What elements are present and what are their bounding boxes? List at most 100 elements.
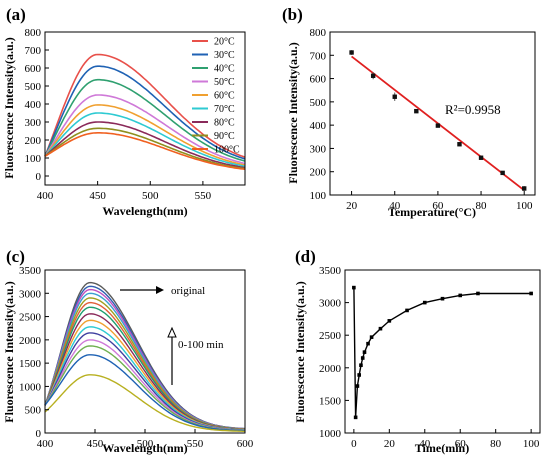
y-tick-label: 100 [25, 153, 42, 165]
y-ticks-b: 100 200 300 400 500 600 700 800 [310, 27, 334, 202]
data-point [405, 308, 409, 313]
y-tick-label: 2000 [319, 363, 342, 375]
y-tick-label: 3500 [19, 265, 42, 277]
y-ticks-a: 0 100 200 300 400 500 600 700 800 [25, 27, 49, 183]
fit-line [351, 55, 525, 192]
series-line [44, 288, 246, 430]
series-line [44, 354, 245, 432]
legend-label: 100°C [214, 145, 240, 156]
legend-label: 40°C [214, 64, 235, 75]
panel-label-c: (c) [6, 247, 25, 266]
series-line [44, 53, 246, 158]
panel-label-b: (b) [282, 5, 303, 24]
data-point [440, 296, 445, 301]
data-point [392, 94, 397, 99]
r-squared-label: R²=0.9958 [445, 102, 501, 117]
y-tick-label: 300 [25, 117, 42, 129]
x-tick-label: 400 [37, 438, 54, 450]
y-tick-label: 700 [25, 45, 42, 57]
fit-line-b [351, 55, 525, 192]
x-ticks-d: 0 20 40 60 80 100 [351, 429, 540, 450]
y-tick-label: 500 [25, 405, 42, 417]
series-line [44, 132, 246, 171]
data-point [522, 186, 527, 191]
x-tick-label: 40 [389, 200, 401, 212]
x-tick-label: 550 [195, 190, 212, 202]
y-tick-label: 0 [36, 171, 42, 183]
data-point [370, 73, 376, 78]
x-tick-label: 40 [419, 438, 431, 450]
series-line [44, 313, 246, 431]
legend-label: 70°C [214, 104, 235, 115]
data-point [457, 142, 462, 147]
series-lines-c [44, 281, 246, 432]
y-tick-label: 500 [25, 81, 42, 93]
x-tick-label: 60 [432, 200, 444, 212]
panel-c: (c) 400 450 500 550 600 0 500 1000 1500 2000 2500… [2, 247, 254, 455]
panel-label-a: (a) [6, 5, 26, 24]
x-tick-label: 500 [137, 438, 154, 450]
x-ticks-b: 20 40 60 80 100 [346, 191, 533, 212]
data-point [366, 341, 370, 346]
y-tick-label: 0 [36, 428, 42, 440]
legend-label: 90°C [214, 131, 235, 142]
panel-a: (a) 400 450 500 550 0 100 200 300 400 500 600 700 8… [2, 5, 246, 218]
plot-frame-a [44, 31, 246, 186]
plot-frame-b [329, 31, 536, 196]
x-tick-label: 600 [237, 438, 254, 450]
panel-label-d: (d) [295, 247, 316, 266]
x-tick-label: 0 [351, 438, 357, 450]
legend-label: 20°C [214, 37, 235, 48]
data-point [378, 326, 383, 331]
series-line-d [352, 285, 533, 420]
y-tick-label: 1000 [19, 381, 42, 393]
series-line [353, 287, 532, 418]
panel-d: (d) 0 20 40 60 80 100 1000 1500 2000 2500 3000 350… [293, 247, 541, 455]
x-tick-label: 80 [476, 200, 488, 212]
data-point [359, 363, 363, 367]
panel-b: (b) 20 40 60 80 100 100 200 300 400 500 600 700 800… [282, 5, 536, 219]
data-point [478, 155, 484, 160]
y-tick-label: 400 [310, 120, 327, 132]
y-tick-label: 100 [310, 190, 327, 202]
y-tick-label: 800 [25, 27, 42, 39]
series-line [44, 292, 246, 430]
y-tick-label: 3500 [319, 265, 342, 277]
legend-label: 30°C [214, 50, 235, 61]
y-axis-title-c: Fluorescence Intensity(a.u.) [2, 281, 16, 422]
data-point [387, 319, 392, 323]
data-point [349, 50, 354, 55]
y-tick-label: 3000 [19, 288, 42, 300]
data-point [476, 291, 480, 296]
series-line [44, 374, 245, 432]
x-tick-label: 450 [87, 438, 104, 450]
original-label: original [171, 285, 205, 297]
y-axis-title-a: Fluorescence Intensity(a.u.) [2, 37, 16, 178]
y-tick-label: 600 [310, 74, 327, 86]
y-tick-label: 2000 [19, 335, 42, 347]
x-ticks-c: 400 450 500 550 600 [37, 429, 254, 450]
original-arrow-head [156, 286, 164, 294]
y-tick-label: 2500 [19, 312, 42, 324]
data-point [500, 170, 505, 176]
y-ticks-c: 0 500 1000 1500 2000 2500 3000 3500 [19, 265, 49, 440]
data-point [362, 350, 367, 354]
y-tick-label: 1000 [319, 428, 342, 440]
y-axis-title-d: Fluorescence Intensity(a.u.) [293, 281, 307, 422]
x-axis-title-d: Time(min) [415, 441, 469, 455]
time-range-label: 0-100 min [178, 339, 224, 351]
x-tick-label: 400 [37, 190, 54, 202]
data-point [422, 300, 427, 305]
data-point [435, 123, 441, 128]
series-line [44, 306, 246, 430]
series-line [44, 78, 246, 162]
plot-frame-d [344, 269, 541, 434]
y-tick-label: 800 [310, 27, 327, 39]
x-axis-title-a: Wavelength(nm) [102, 204, 187, 218]
x-axis-title-c: Wavelength(nm) [102, 441, 187, 455]
data-point [414, 108, 419, 114]
series-line [44, 65, 246, 160]
data-point [353, 415, 358, 420]
y-tick-label: 3000 [319, 298, 342, 310]
